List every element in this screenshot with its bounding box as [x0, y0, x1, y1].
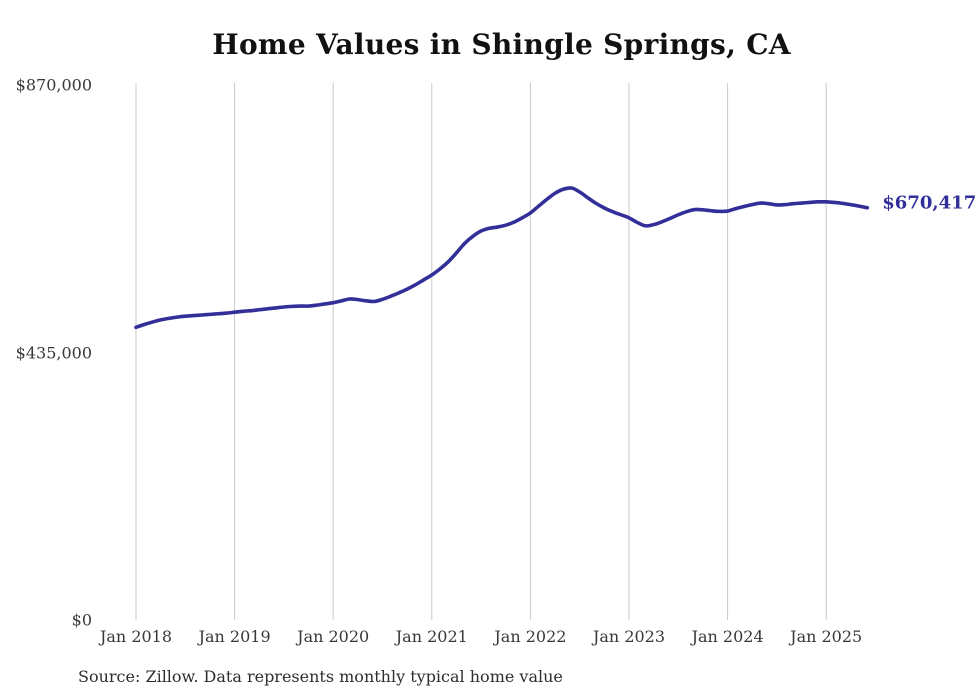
x-tick-label: Jan 2019 — [198, 627, 271, 646]
chart-title: Home Values in Shingle Springs, CA — [212, 28, 791, 61]
y-tick-label: $435,000 — [15, 343, 92, 362]
x-tick-label: Jan 2025 — [790, 627, 863, 646]
x-tick-label: Jan 2018 — [99, 627, 173, 646]
x-tick-label: Jan 2020 — [297, 627, 370, 646]
x-tick-label: Jan 2023 — [592, 627, 666, 646]
y-tick-label: $0 — [71, 610, 92, 630]
latest-value-annotation: $670,417 — [882, 192, 977, 214]
x-tick-label: Jan 2021 — [395, 627, 468, 646]
x-tick-label: Jan 2022 — [494, 627, 567, 646]
x-tick-label: Jan 2024 — [691, 627, 764, 646]
source-attribution: Source: Zillow. Data represents monthly … — [78, 667, 563, 686]
home-value-line-series — [134, 186, 870, 330]
y-tick-label: $870,000 — [15, 75, 92, 95]
